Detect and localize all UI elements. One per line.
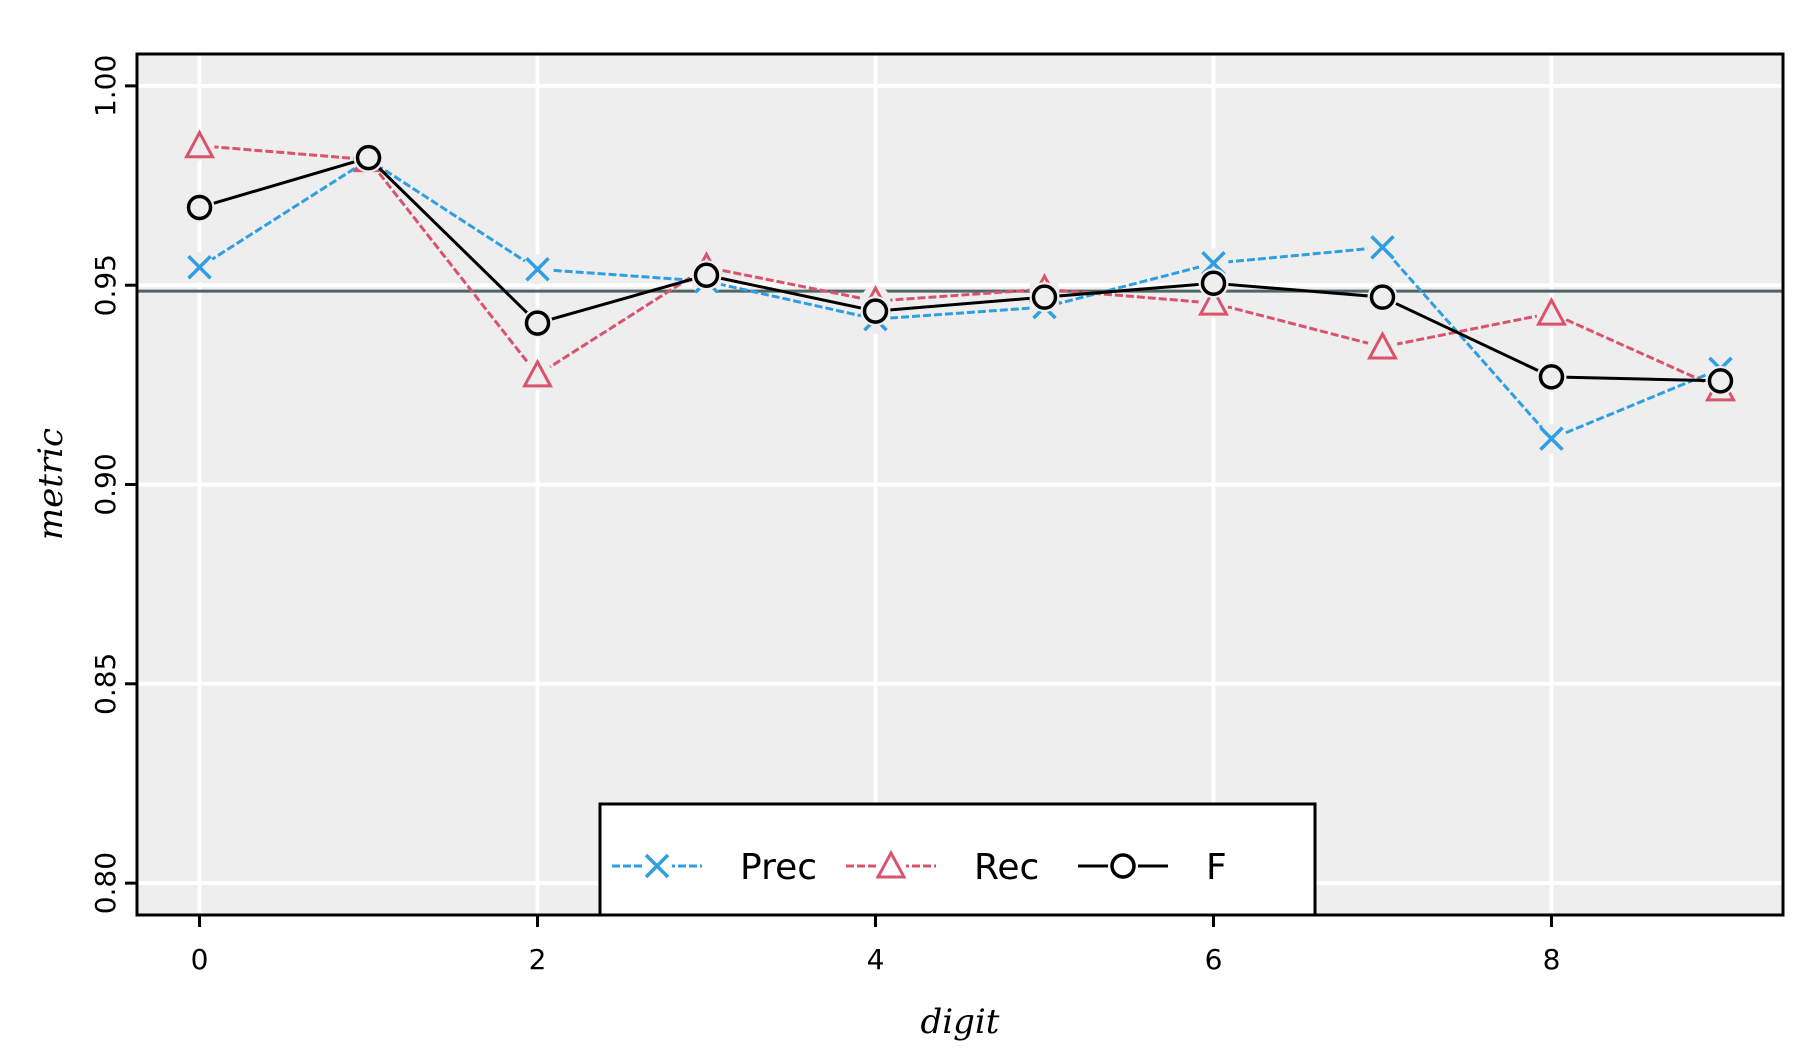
data-point-f [1031, 284, 1058, 310]
y-tick-label: 1.00 [89, 55, 122, 117]
legend-item-prec: Prec [612, 847, 817, 888]
data-point-f [1200, 270, 1227, 296]
legend-marker-f [1110, 853, 1136, 879]
data-point-rec [521, 358, 554, 388]
x-tick-label: 2 [529, 943, 547, 976]
data-point-prec [1370, 235, 1395, 260]
marker-gap [1536, 298, 1567, 329]
x-axis-title: digit [921, 1002, 1000, 1042]
legend-item-f: F [1078, 847, 1227, 888]
marker-gap [184, 130, 215, 161]
legend-label-rec: Rec [974, 847, 1039, 888]
x-tick-label: 4 [867, 943, 885, 976]
x-tick-label: 6 [1205, 943, 1223, 976]
y-tick-label: 0.95 [89, 254, 122, 316]
data-point-f [524, 310, 551, 336]
legend-marker-rec [875, 849, 907, 879]
data-point-f [862, 298, 889, 324]
y-axis: 0.80 0.85 0.90 0.95 1.00 [89, 55, 137, 914]
data-point-rec [184, 129, 216, 159]
series-layer [184, 129, 1736, 454]
data-point-rec [1535, 296, 1567, 326]
series-f [184, 142, 1736, 396]
series-line-f [199, 155, 1721, 383]
legend-label-prec: Prec [740, 847, 817, 888]
data-point-f [1707, 368, 1734, 394]
x-tick-label: 8 [1543, 943, 1561, 976]
data-point-prec [1539, 426, 1564, 451]
data-point-f [186, 194, 213, 221]
legend-marker-prec [644, 853, 670, 879]
data-point-f [693, 262, 720, 288]
data-point-f [1369, 284, 1396, 310]
series-line-rec [199, 144, 1722, 391]
marker-gap [1367, 331, 1398, 362]
data-point-prec [187, 255, 212, 280]
legend-item-rec: Rec [846, 847, 1039, 888]
marker-gap [522, 359, 553, 390]
legend-label-f: F [1206, 847, 1227, 888]
data-point-rec [1197, 286, 1230, 316]
data-point-f [1538, 364, 1565, 390]
data-point-prec [525, 257, 550, 282]
legend-box [598, 802, 1317, 917]
x-tick-label: 0 [191, 943, 209, 976]
legend: Prec Rec F [598, 802, 1317, 917]
data-point-rec [1366, 330, 1399, 360]
series-line-prec [198, 157, 1722, 441]
y-tick-label: 0.85 [89, 653, 122, 715]
y-tick-label: 0.90 [89, 453, 122, 515]
y-axis-title: metric [31, 428, 71, 540]
data-point-f [355, 144, 382, 171]
x-axis: 0 2 4 6 8 [191, 915, 1561, 976]
legend-marker-gap [876, 851, 906, 881]
y-tick-label: 0.80 [89, 852, 122, 914]
